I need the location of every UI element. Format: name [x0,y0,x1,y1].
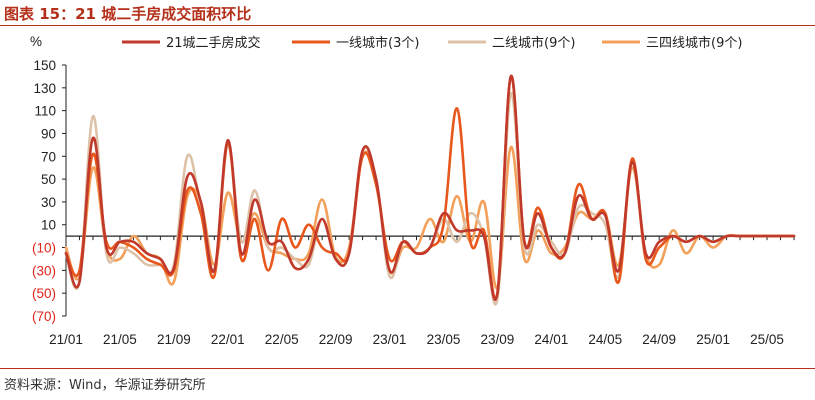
legend-label-2: 二线城市(9个) [492,35,575,51]
y-tick-label: (70) [32,309,56,324]
x-tick-label: 22/01 [211,332,245,347]
chart-area: % 21城二手房成交 一线城市(3个) 二线城市(9个) 三四线城市(9个) 150 1… [30,34,796,347]
legend-label-1: 一线城市(3个) [336,35,419,51]
y-tick-label: 90 [41,126,56,141]
x-tick-label: 22/09 [319,332,353,347]
y-tick-label: 130 [33,81,56,96]
y-tick-label: 50 [41,172,56,187]
y-tick-label: (50) [32,286,56,301]
x-tick-label: 25/01 [696,332,730,347]
source-note: 资料来源：Wind，华源证券研究所 [4,378,206,393]
y-tick-label: (30) [32,263,56,278]
x-tick-label: 24/01 [534,332,568,347]
y-tick-label: 70 [41,149,56,164]
y-tick-label: 150 [33,58,56,73]
figure-title: 图表 15：21 城二手房成交面积环比 [4,5,252,23]
series-line-0 [64,75,796,301]
y-tick-label: (10) [32,241,56,256]
y-tick-label: 110 [34,104,56,119]
series-line-1 [64,75,796,300]
x-tick-label: 23/09 [481,332,515,347]
x-tick-label: 21/01 [49,332,83,347]
y-axis-unit-label: % [30,34,42,49]
x-tick-label: 24/09 [642,332,676,347]
x-tick-label: 23/05 [427,332,461,347]
x-tick-label: 21/09 [157,332,191,347]
x-tick-label: 24/05 [588,332,622,347]
title-divider [0,25,815,26]
y-tick-label: 30 [41,195,56,210]
x-tick-label: 21/05 [103,332,137,347]
legend-label-0: 21城二手房成交 [166,35,261,51]
x-tick-label: 25/05 [750,332,784,347]
legend-label-3: 三四线城市(9个) [646,35,742,51]
x-tick-label: 22/05 [265,332,299,347]
source-divider [0,368,815,369]
y-tick-label: 10 [41,218,56,233]
x-tick-label: 23/01 [373,332,407,347]
